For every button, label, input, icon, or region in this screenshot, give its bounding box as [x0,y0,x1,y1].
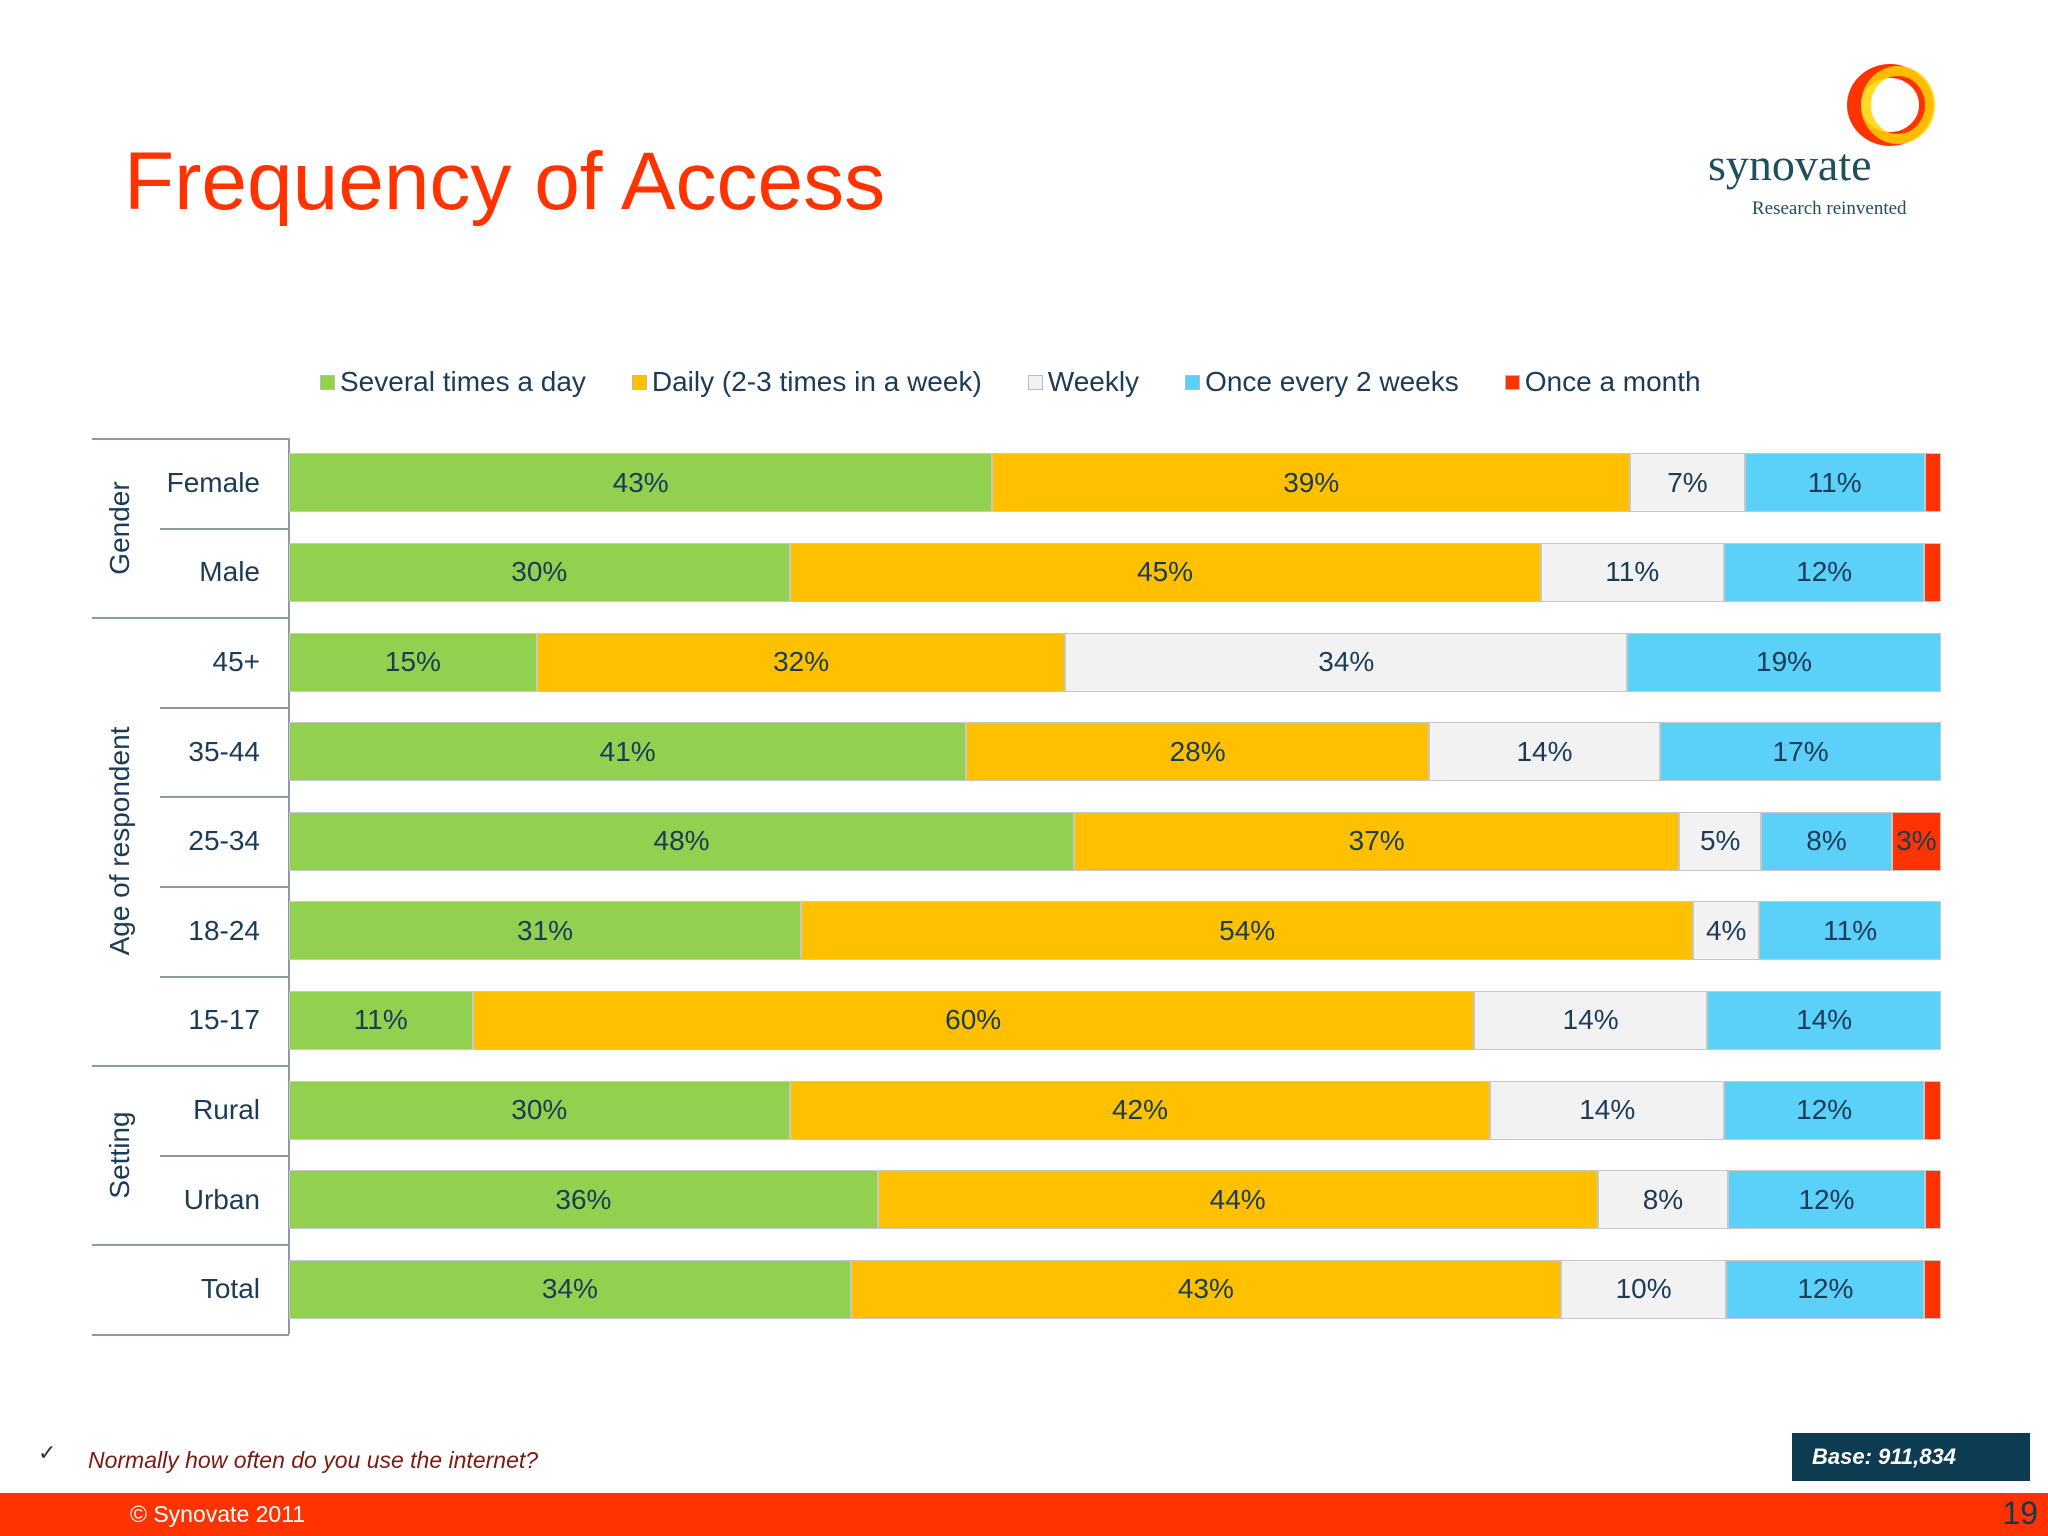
bar-segment: 48% [289,811,1075,871]
bar-segment: 3% [1891,811,1941,871]
bar-segment: 39% [992,453,1631,513]
legend-label: Once every 2 weeks [1205,366,1459,397]
legend-item: Weekly [1027,366,1140,398]
footer-bar: © Synovate 2011 19 [0,1493,2048,1536]
row-label: Total [200,1273,260,1305]
synovate-logo-icon [1847,64,1935,146]
legend-swatch [1185,374,1201,390]
bar-segment: 30% [289,1080,790,1140]
legend-item: Once a month [1504,366,1701,398]
row-label: Male [199,556,260,588]
bar-segment: 14% [1707,990,1941,1050]
bar-segment: 12% [1724,1080,1925,1140]
copyright: © Synovate 2011 [130,1501,306,1527]
legend-swatch [1027,374,1043,390]
group-label: Setting [104,1111,135,1199]
bar-segment: 5% [1679,811,1762,871]
legend-item: Once every 2 weeks [1185,366,1459,398]
bar-segment: 12% [1726,1259,1925,1319]
bar-segment: 17% [1660,722,1941,782]
row-label: Urban [183,1183,260,1215]
bar-segment: 12% [1728,1170,1925,1230]
bar-segment [1924,1170,1941,1230]
legend-swatch [631,374,647,390]
bar-segment: 34% [1065,632,1628,692]
bar-segment [1924,1080,1941,1140]
bar-segment: 42% [789,1080,1491,1140]
bar-segment [1924,542,1941,602]
row-divider [160,796,289,799]
group-divider [92,1065,289,1068]
bar-segment: 11% [1540,542,1725,602]
bar-segment: 8% [1761,811,1892,871]
bar-segment [1924,1259,1941,1319]
survey-question: Normally how often do you use the intern… [88,1447,539,1473]
bar-segment: 36% [289,1170,878,1230]
bar-segment: 44% [877,1170,1598,1230]
row-label: 35-44 [188,735,260,767]
legend-label: Daily (2-3 times in a week) [651,366,982,397]
page-title: Frequency of Access [124,136,886,227]
base-badge: Base: 911,834 [1792,1433,2030,1481]
row-label: 18-24 [188,914,260,946]
group-divider [92,617,289,620]
row-label: Female [166,466,260,498]
bar-segment: 37% [1074,811,1680,871]
chart-legend: Several times a day Daily (2-3 times in a… [320,366,1747,398]
legend-label: Several times a day [340,366,586,397]
bar-segment: 14% [1428,722,1661,782]
group-divider [92,438,289,440]
group-label: Gender [104,480,135,575]
bar-segment: 32% [536,632,1066,692]
bar-segment [1924,453,1941,513]
bar-segment: 11% [1744,453,1925,513]
bar-segment: 19% [1627,632,1941,692]
bar-segment: 14% [1473,990,1708,1050]
bar-segment: 41% [289,722,967,782]
bar-segment: 28% [966,722,1429,782]
legend-swatch [320,374,335,390]
row-label: Rural [193,1094,260,1125]
bar-segment: 15% [289,632,537,692]
bar-segment: 54% [801,901,1694,961]
row-divider [160,1154,289,1157]
bar-segment: 34% [289,1259,851,1319]
bar-segment: 45% [789,542,1541,602]
legend-label: Weekly [1047,366,1140,397]
bar-segment: 31% [289,901,802,961]
bar-segment: 4% [1693,901,1760,961]
axis-line [288,438,290,1334]
bar-segment: 43% [850,1259,1562,1319]
row-divider [160,886,289,888]
legend-item: Daily (2-3 times in a week) [631,366,982,398]
bar-segment: 30% [289,542,790,602]
bar-segment: 11% [1759,901,1941,961]
bar-segment: 12% [1724,542,1925,602]
group-divider [92,1334,289,1336]
bar-segment: 11% [289,990,473,1050]
logo-wordmark: synovate [1708,139,1872,190]
check-icon: ✓ [38,1440,57,1465]
row-divider [160,706,289,709]
page-number: 19 [2002,1495,2038,1531]
row-label: 45+ [212,646,261,677]
bar-segment: 43% [289,453,993,513]
legend-item: Several times a day [320,366,586,398]
row-label: 15-17 [188,1004,260,1036]
bar-segment: 14% [1490,1080,1725,1140]
bar-segment: 7% [1630,453,1745,513]
group-divider [92,1244,289,1247]
row-label: 25-34 [188,825,260,857]
logo-tagline: Research reinvented [1752,198,1907,219]
legend-swatch [1504,374,1520,390]
bar-segment: 8% [1597,1170,1729,1230]
row-divider [160,527,289,530]
row-divider [160,975,289,978]
group-label: Age of respondent [104,726,135,956]
bar-segment: 10% [1561,1259,1727,1319]
legend-label: Once a month [1524,366,1701,397]
bar-segment: 60% [472,990,1474,1050]
